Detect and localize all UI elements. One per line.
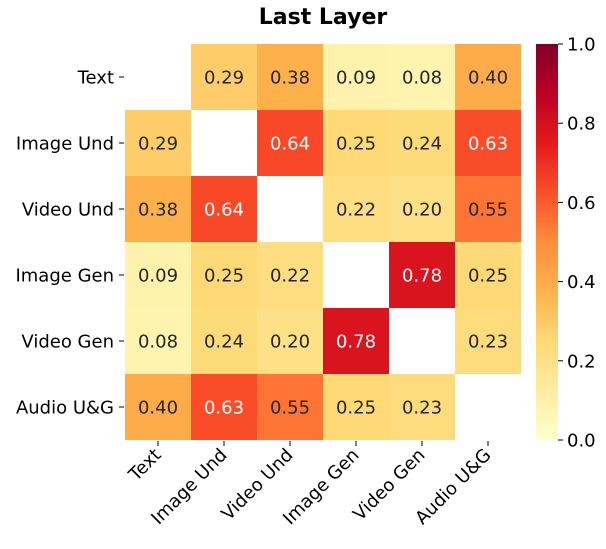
heatmap-cell: [389, 242, 455, 308]
cell-value-label: 0.38: [138, 200, 178, 221]
cell-value-label: 0.63: [204, 398, 244, 419]
cell-value-label: 0.25: [468, 266, 508, 287]
cell-value-label: 0.23: [402, 398, 442, 419]
heatmap-cell: [389, 44, 455, 110]
cell-value-label: 0.29: [204, 68, 244, 89]
heatmap-cell: [257, 308, 323, 374]
cell-value-label: 0.25: [336, 134, 376, 155]
cell-value-label: 0.22: [270, 266, 310, 287]
heatmap-cell: [125, 374, 191, 440]
cell-value-label: 0.20: [402, 200, 442, 221]
heatmap-cell: [257, 374, 323, 440]
colorbar-tick-label: 0.0: [567, 431, 596, 452]
heatmap-cell: [257, 242, 323, 308]
cell-value-label: 0.20: [270, 332, 310, 353]
cell-value-label: 0.55: [270, 398, 310, 419]
heatmap-cell: [125, 176, 191, 242]
heatmap-cell: [389, 110, 455, 176]
heatmap-cell: [389, 176, 455, 242]
cell-value-label: 0.24: [204, 332, 244, 353]
heatmap-cell: [455, 110, 521, 176]
cell-value-label: 0.08: [138, 332, 178, 353]
cell-value-label: 0.23: [468, 332, 508, 353]
cell-value-label: 0.64: [204, 200, 244, 221]
cell-value-label: 0.64: [270, 134, 310, 155]
cell-value-label: 0.40: [138, 398, 178, 419]
row-tick-label: Video Gen: [21, 332, 114, 353]
row-tick-label: Video Und: [22, 200, 114, 221]
cell-value-label: 0.63: [468, 134, 508, 155]
heatmap-cell: [191, 242, 257, 308]
cell-value-label: 0.09: [138, 266, 178, 287]
colorbar-tick-label: 0.4: [567, 272, 596, 293]
cell-value-label: 0.22: [336, 200, 376, 221]
heatmap-cell: [323, 176, 389, 242]
heatmap-cell: [455, 242, 521, 308]
cell-value-label: 0.38: [270, 68, 310, 89]
colorbar-gradient: [536, 44, 558, 440]
colorbar-tick-label: 0.6: [567, 193, 596, 214]
heatmap-cell: [323, 110, 389, 176]
row-tick-label: Text: [77, 68, 114, 89]
colorbar-tick-label: 0.2: [567, 351, 596, 372]
heatmap-cell: [323, 374, 389, 440]
cell-value-label: 0.25: [336, 398, 376, 419]
heatmap-cell: [257, 44, 323, 110]
cell-value-label: 0.78: [336, 332, 376, 353]
heatmap-cell: [191, 308, 257, 374]
heatmap-cell: [455, 308, 521, 374]
row-tick-labels: Text Image Und Video Und Image Gen Video Gen…: [15, 68, 124, 419]
cell-value-label: 0.09: [336, 68, 376, 89]
colorbar: 0.0 0.2 0.4 0.6 0.8 1.0: [536, 35, 596, 452]
cell-value-label: 0.24: [402, 134, 442, 155]
heatmap-cell: [257, 110, 323, 176]
row-tick-label: Image Und: [16, 134, 114, 155]
heatmap-cell: [455, 44, 521, 110]
heatmap-cell: [125, 242, 191, 308]
heatmap-cell: [125, 308, 191, 374]
heatmap-cell: [455, 176, 521, 242]
cell-value-label: 0.25: [204, 266, 244, 287]
cell-value-label: 0.08: [402, 68, 442, 89]
heatmap-cell: [125, 110, 191, 176]
cell-value-label: 0.55: [468, 200, 508, 221]
row-tick-label: Image Gen: [15, 266, 114, 287]
cell-value-label: 0.29: [138, 134, 178, 155]
heatmap-cell: [323, 308, 389, 374]
heatmap-cell: [191, 176, 257, 242]
row-tick-label: Audio U&G: [16, 398, 114, 419]
colorbar-tick-label: 0.8: [567, 114, 596, 135]
cell-value-label: 0.40: [468, 68, 508, 89]
chart-title: Last Layer: [259, 5, 388, 30]
column-tick-label: Text: [124, 445, 165, 486]
heatmap-cell: [389, 374, 455, 440]
cell-value-label: 0.78: [402, 266, 442, 287]
colorbar-tick-label: 1.0: [567, 35, 596, 56]
heatmap-cell: [323, 44, 389, 110]
heatmap-cell: [191, 44, 257, 110]
heatmap-cells: 0.29 0.38 0.09 0.08 0.40 0.29 0.64 0.25 0.24 0.63…: [125, 44, 521, 440]
heatmap-cell: [191, 374, 257, 440]
